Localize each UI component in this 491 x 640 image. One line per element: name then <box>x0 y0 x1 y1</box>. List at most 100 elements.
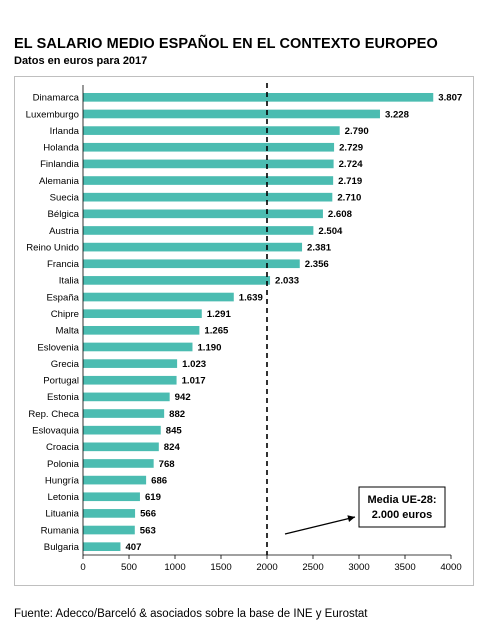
value-label: 3.807 <box>438 93 462 104</box>
category-label: Bélgica <box>48 209 80 220</box>
value-label: 2.608 <box>328 209 353 220</box>
annotation-line-1: Media UE-28: <box>367 494 436 506</box>
category-label: Malta <box>56 326 80 337</box>
bar-7 <box>83 192 333 202</box>
value-label: 824 <box>164 442 181 453</box>
source-note: Fuente: Adecco/Barceló & asociados sobre… <box>14 608 368 620</box>
category-label: Lituania <box>45 509 79 520</box>
value-label: 882 <box>169 409 185 420</box>
category-label: Portugal <box>43 376 79 387</box>
chart-title: EL SALARIO MEDIO ESPAÑOL EN EL CONTEXTO … <box>14 36 438 52</box>
value-label: 2.724 <box>339 159 364 170</box>
value-label: 2.033 <box>275 276 299 287</box>
value-label: 1.023 <box>182 359 206 370</box>
value-label: 2.356 <box>305 259 329 270</box>
x-tick-label: 0 <box>80 562 85 573</box>
bar-15 <box>83 325 200 335</box>
category-label: Irlanda <box>50 126 80 137</box>
bar-19 <box>83 392 170 402</box>
value-label: 942 <box>175 392 191 403</box>
annotation-line-2: 2.000 euros <box>372 509 433 521</box>
x-tick-label: 2500 <box>302 562 323 573</box>
bar-9 <box>83 226 314 235</box>
bar-20 <box>83 409 165 418</box>
bar-chart: Dinamarca 3.807 Luxemburgo 3.228 Irlanda 2.79… <box>26 83 462 573</box>
category-label: España <box>46 292 79 303</box>
category-label: Italia <box>59 276 80 287</box>
value-label: 768 <box>159 459 176 470</box>
value-label: 2.381 <box>307 242 332 253</box>
bar-17 <box>83 359 178 368</box>
x-tick-label: 2000 <box>256 562 277 573</box>
category-label: Austria <box>49 226 80 237</box>
x-tick-label: 1500 <box>210 562 231 573</box>
bar-28 <box>83 542 121 552</box>
category-label: Finlandia <box>40 159 80 170</box>
value-label: 1.639 <box>239 292 263 303</box>
category-label: Letonia <box>48 492 80 503</box>
bar-10 <box>83 242 303 252</box>
chart-subtitle: Datos en euros para 2017 <box>14 55 148 67</box>
bar-2 <box>83 109 380 119</box>
value-label: 566 <box>140 509 156 520</box>
bar-12 <box>83 276 271 285</box>
bar-25 <box>83 492 140 502</box>
annotation-arrow <box>284 516 356 535</box>
value-label: 2.719 <box>338 176 362 187</box>
category-label: Rumania <box>41 525 80 536</box>
value-label: 1.265 <box>204 326 229 337</box>
category-label: Chipre <box>51 309 79 320</box>
bar-6 <box>83 176 334 185</box>
category-label: Grecia <box>51 359 80 370</box>
value-label: 2.729 <box>339 143 363 154</box>
category-label: Croacia <box>46 442 80 453</box>
bar-18 <box>83 375 177 385</box>
value-label: 3.228 <box>385 109 410 120</box>
category-label: Suecia <box>50 192 80 203</box>
value-label: 407 <box>125 542 141 553</box>
category-label: Bulgaria <box>44 542 80 553</box>
bar-27 <box>83 525 135 535</box>
value-label: 845 <box>166 425 183 436</box>
category-label: Luxemburgo <box>26 109 79 120</box>
value-label: 2.790 <box>345 126 369 137</box>
category-label: Holanda <box>43 143 79 154</box>
bar-22 <box>83 442 159 452</box>
category-label: Eslovaquia <box>32 425 80 436</box>
value-label: 1.190 <box>197 342 221 353</box>
bar-26 <box>83 509 136 518</box>
bar-3 <box>83 126 340 135</box>
bar-1 <box>83 92 434 102</box>
value-label: 2.710 <box>337 192 361 203</box>
x-tick-label: 3500 <box>394 562 415 573</box>
bar-13 <box>83 292 234 302</box>
category-label: Hungría <box>45 475 80 486</box>
x-tick-label: 3000 <box>348 562 369 573</box>
category-label: Polonia <box>47 459 80 470</box>
category-label: Eslovenia <box>37 342 79 353</box>
bar-11 <box>83 259 300 269</box>
bar-8 <box>83 209 323 219</box>
category-label: Reino Unido <box>26 242 79 253</box>
value-label: 1.017 <box>182 376 206 387</box>
value-label: 563 <box>140 525 156 536</box>
x-tick-label: 1000 <box>164 562 185 573</box>
value-label: 686 <box>151 475 167 486</box>
annotation-arrowhead <box>347 515 355 523</box>
bar-14 <box>83 309 202 319</box>
bar-5 <box>83 159 334 169</box>
x-tick-label: 500 <box>121 562 137 573</box>
bar-4 <box>83 142 335 152</box>
value-label: 1.291 <box>207 309 232 320</box>
category-label: Dinamarca <box>33 93 80 104</box>
value-label: 619 <box>145 492 161 503</box>
bar-23 <box>83 459 154 468</box>
chart-frame: Dinamarca 3.807 Luxemburgo 3.228 Irlanda 2.79… <box>14 76 474 586</box>
x-tick-label: 4000 <box>440 562 461 573</box>
bar-24 <box>83 475 147 485</box>
bar-21 <box>83 425 161 435</box>
bar-16 <box>83 342 193 352</box>
category-label: Francia <box>47 259 80 270</box>
annotation-box <box>358 486 446 528</box>
value-label: 2.504 <box>318 226 343 237</box>
